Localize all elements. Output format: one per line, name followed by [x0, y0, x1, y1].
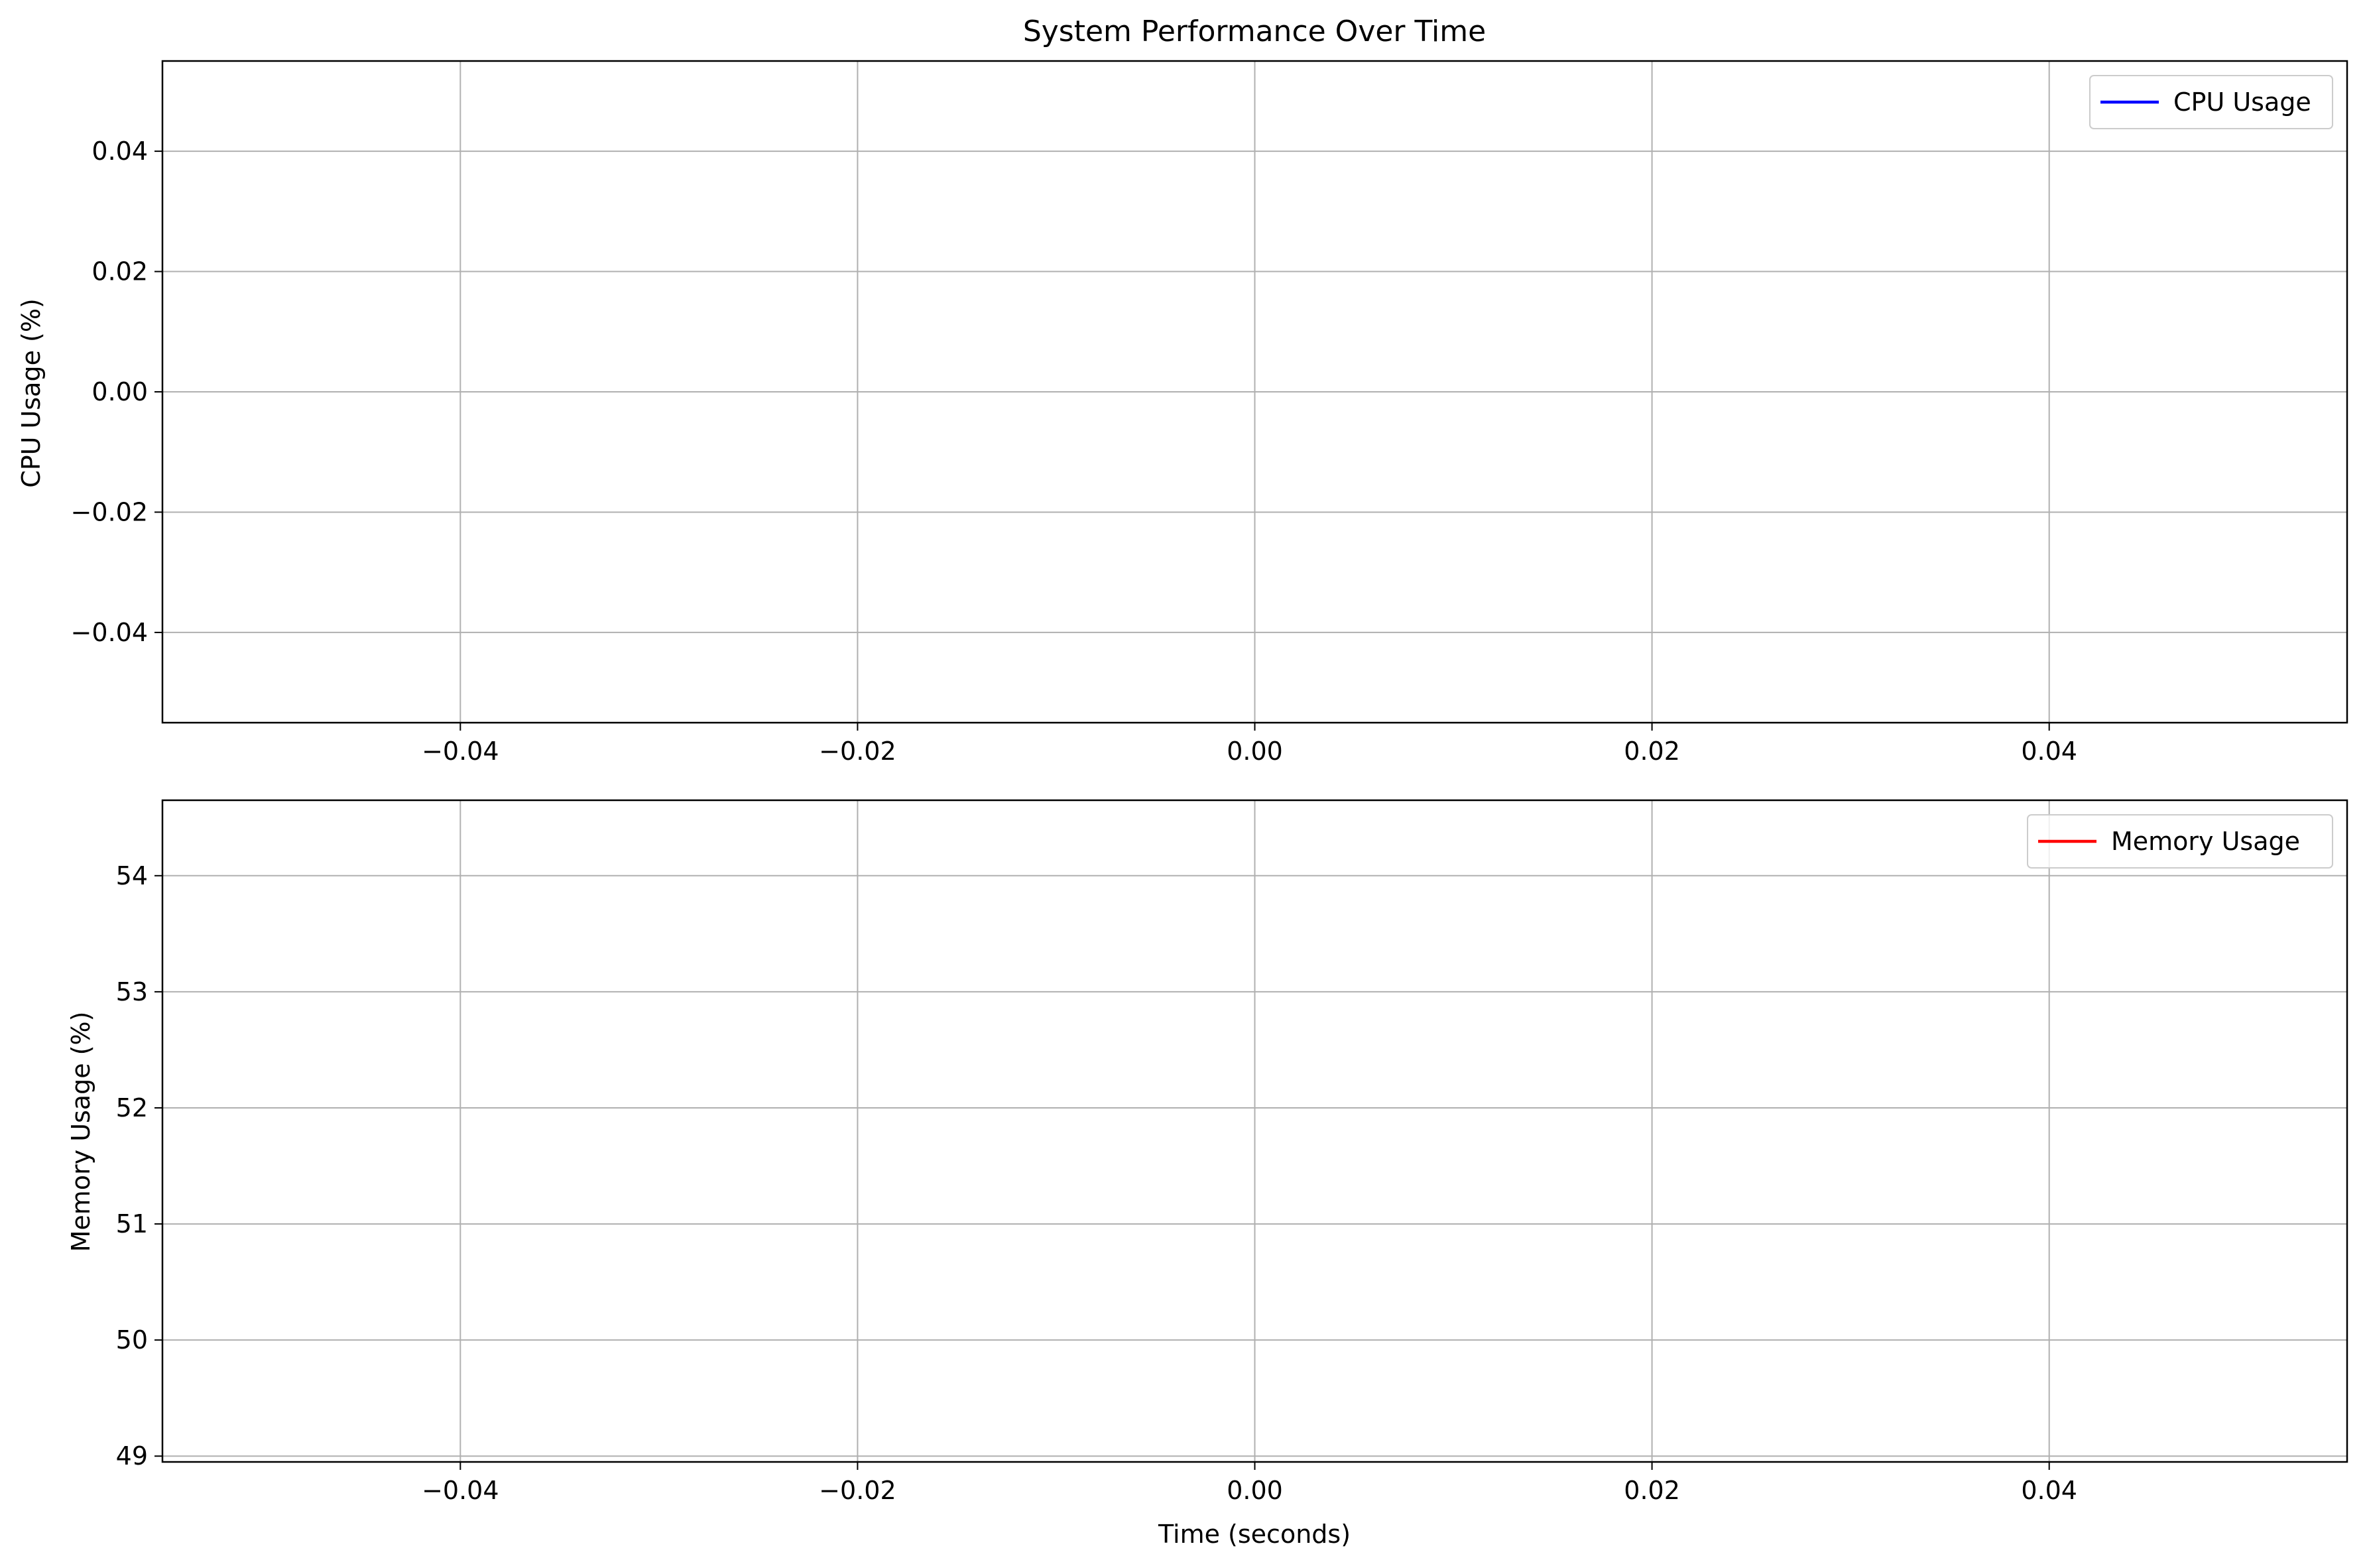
cpu-y-tick-label: −0.04: [71, 618, 148, 647]
memory-x-tick-label: 0.00: [1227, 1476, 1283, 1505]
cpu-y-tick-label: −0.02: [71, 497, 148, 526]
memory-y-tick-label: 51: [116, 1209, 148, 1238]
memory-x-tick-label: −0.02: [819, 1476, 896, 1505]
cpu-x-tick-label: 0.04: [2021, 737, 2077, 766]
cpu-x-tick-label: 0.00: [1227, 737, 1283, 766]
memory-y-tick-label: 49: [116, 1441, 148, 1471]
cpu-x-tick-label: 0.02: [1624, 737, 1680, 766]
memory-y-tick-label: 54: [116, 861, 148, 890]
chart-title: System Performance Over Time: [1023, 15, 1486, 48]
cpu-axes-frame: [161, 60, 2348, 724]
memory-x-tick-label: 0.02: [1624, 1476, 1680, 1505]
memory-y-axis-label: Memory Usage (%): [66, 1012, 95, 1252]
memory-legend-label: Memory Usage: [2111, 827, 2300, 856]
cpu-x-tick-label: −0.04: [422, 737, 499, 766]
cpu-y-tick-label: 0.02: [91, 257, 148, 286]
cpu-y-axis-label: CPU Usage (%): [17, 298, 46, 488]
cpu-usage-panel: −0.04 −0.02 0.00 0.02 0.04 −0.04 −0.02 0.00 0.02…: [71, 60, 2348, 766]
memory-usage-panel: −0.04 −0.02 0.00 0.02 0.04 49 50 51 52 53 54 Memory…: [116, 799, 2348, 1505]
memory-y-tick-label: 50: [116, 1325, 148, 1355]
cpu-legend-label: CPU Usage: [2173, 88, 2311, 117]
memory-legend-box: [2027, 814, 2333, 869]
cpu-legend-box: [2089, 75, 2333, 129]
x-axis-label: Time (seconds): [1158, 1520, 1351, 1549]
memory-y-tick-label: 53: [116, 977, 148, 1006]
cpu-y-tick-label: 0.00: [91, 377, 148, 406]
memory-x-tick-label: 0.04: [2021, 1476, 2077, 1505]
memory-y-tick-label: 52: [116, 1093, 148, 1122]
cpu-x-tick-label: −0.02: [819, 737, 896, 766]
cpu-y-tick-label: 0.04: [91, 137, 148, 166]
memory-axes-frame: [161, 799, 2348, 1463]
memory-x-tick-label: −0.04: [422, 1476, 499, 1505]
